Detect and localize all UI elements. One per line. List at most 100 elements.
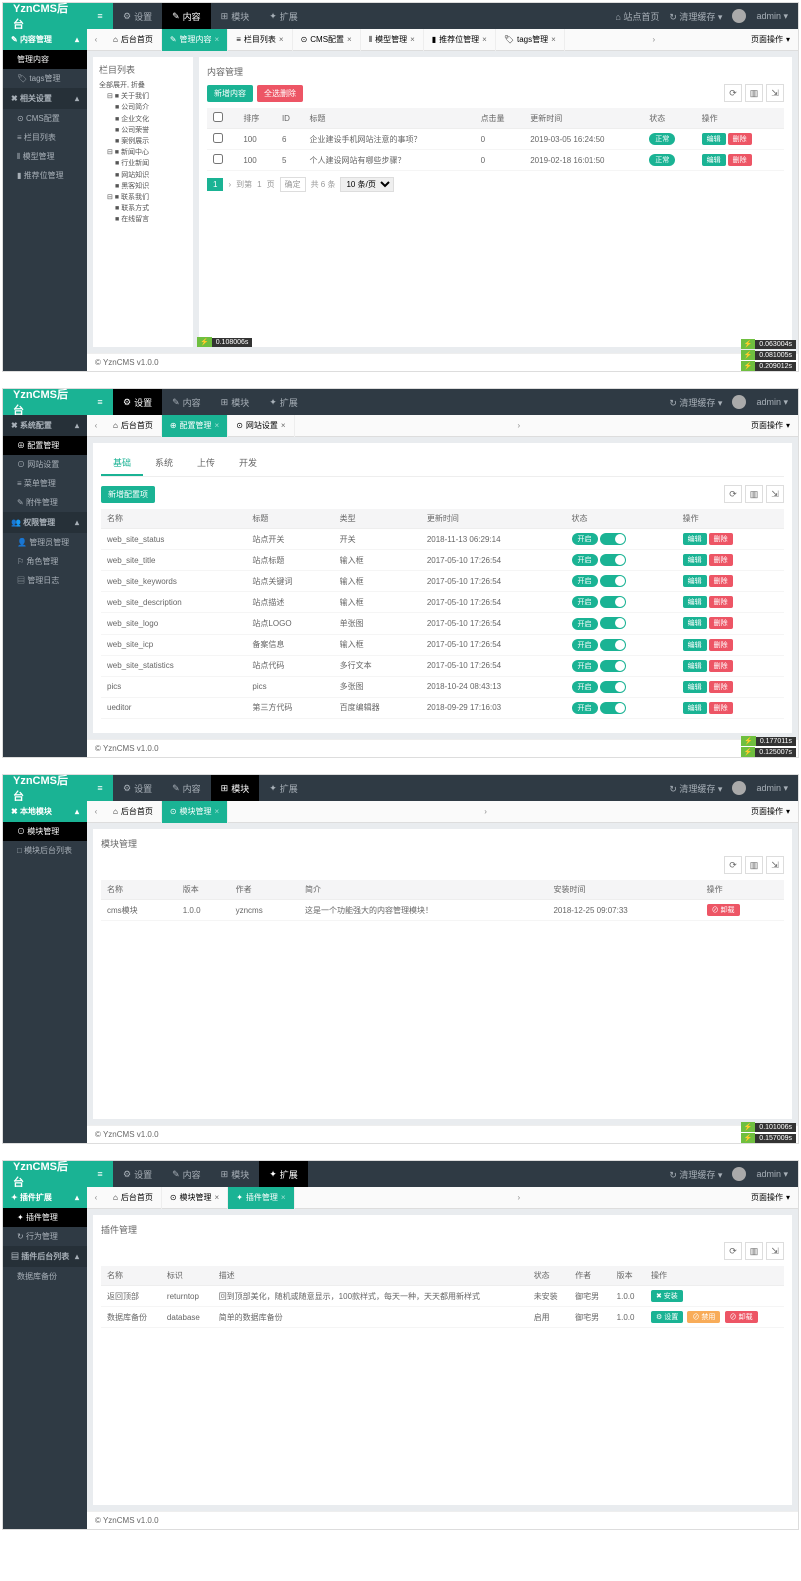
delete-button[interactable]: 删除	[728, 133, 752, 145]
export-icon[interactable]: ⇲	[766, 856, 784, 874]
setting-button[interactable]: ⚙ 设置	[651, 1311, 683, 1323]
nav-module[interactable]: ⊞ 模块	[211, 389, 260, 415]
columns-icon[interactable]: ▥	[745, 84, 763, 102]
pager-ok[interactable]: 确定	[280, 177, 306, 192]
uninstall-button[interactable]: ⊘ 卸载	[725, 1311, 758, 1323]
user-menu[interactable]: admin ▾	[756, 11, 788, 22]
toggle[interactable]	[600, 554, 626, 566]
toggle[interactable]	[600, 533, 626, 545]
delete-button[interactable]: 删除	[709, 702, 733, 714]
refresh-icon[interactable]: ⟳	[724, 1242, 742, 1260]
tab-manage[interactable]: ✎ 管理内容 ×	[162, 29, 228, 51]
export-icon[interactable]: ⇲	[766, 84, 784, 102]
edit-button[interactable]: 编辑	[683, 660, 707, 672]
edit-button[interactable]: 编辑	[683, 533, 707, 545]
clear-cache[interactable]: ↻ 清理缓存 ▾	[669, 10, 722, 23]
delete-button[interactable]: 删除	[709, 533, 733, 545]
tab-next-icon[interactable]: ›	[645, 35, 663, 44]
tree-root[interactable]: 全部展开, 折叠	[99, 80, 187, 91]
status-pill[interactable]: 开启	[572, 533, 598, 545]
status-pill[interactable]: 开启	[572, 596, 598, 608]
columns-icon[interactable]: ▥	[745, 856, 763, 874]
edit-button[interactable]: 编辑	[683, 639, 707, 651]
new-button[interactable]: 新增内容	[207, 85, 253, 102]
edit-button[interactable]: 编辑	[683, 681, 707, 693]
checkbox-all[interactable]	[213, 112, 223, 122]
export-icon[interactable]: ⇲	[766, 485, 784, 503]
avatar[interactable]	[732, 395, 746, 409]
tab-cms[interactable]: ⊙ CMS配置 ×	[293, 29, 361, 51]
tab-models[interactable]: ⫴ 模型管理 ×	[361, 29, 424, 51]
site-home-link[interactable]: ⌂ 站点首页	[615, 10, 659, 23]
toggle[interactable]	[600, 660, 626, 672]
export-icon[interactable]: ⇲	[766, 1242, 784, 1260]
refresh-icon[interactable]: ⟳	[724, 856, 742, 874]
toggle[interactable]	[600, 575, 626, 587]
delete-button[interactable]: 删除	[709, 554, 733, 566]
delete-button[interactable]: 删除	[709, 639, 733, 651]
side-item-cms[interactable]: ⊙ CMS配置	[3, 109, 87, 128]
hamburger-icon[interactable]: ≡	[87, 775, 113, 801]
tab-prev-icon[interactable]: ‹	[87, 35, 105, 44]
status-pill[interactable]: 开启	[572, 660, 598, 672]
edit-button[interactable]: 编辑	[683, 554, 707, 566]
status-pill[interactable]: 开启	[572, 618, 598, 630]
delete-button[interactable]: 删除	[709, 575, 733, 587]
toggle[interactable]	[600, 596, 626, 608]
columns-icon[interactable]: ▥	[745, 1242, 763, 1260]
tab-prev-icon[interactable]: ‹	[87, 421, 105, 430]
subtab-base[interactable]: 基础	[101, 451, 143, 476]
tree-node[interactable]: ⊟ ■ 关于我们	[99, 91, 187, 102]
delete-button[interactable]: 删除	[709, 617, 733, 629]
hamburger-icon[interactable]: ≡	[87, 1161, 113, 1187]
refresh-icon[interactable]: ⟳	[724, 485, 742, 503]
edit-button[interactable]: 编辑	[702, 133, 726, 145]
edit-button[interactable]: 编辑	[683, 702, 707, 714]
nav-setting[interactable]: ⚙ 设置	[113, 389, 162, 415]
tab-rec[interactable]: ▮ 推荐位管理 ×	[424, 29, 496, 51]
hamburger-icon[interactable]: ≡	[87, 389, 113, 415]
toggle[interactable]	[600, 702, 626, 714]
tab-home[interactable]: ⌂ 后台首页	[105, 29, 162, 51]
status-pill[interactable]: 开启	[572, 681, 598, 693]
side-group-auth[interactable]: 👥 权限管理▴	[3, 512, 87, 533]
side-item-models[interactable]: ⫴ 模型管理	[3, 147, 87, 166]
status-pill[interactable]: 开启	[572, 702, 598, 714]
side-group-content[interactable]: ✎ 内容管理▴	[3, 29, 87, 50]
nav-setting[interactable]: ⚙ 设置	[113, 3, 162, 29]
per-page-select[interactable]: 10 条/页	[340, 177, 394, 192]
status-pill[interactable]: 开启	[572, 575, 598, 587]
tab-columns[interactable]: ≡ 栏目列表 ×	[228, 29, 292, 51]
side-config[interactable]: ⊕ 配置管理	[3, 436, 87, 455]
delete-button[interactable]: 删除	[709, 660, 733, 672]
install-button[interactable]: ✖ 安装	[651, 1290, 683, 1302]
edit-button[interactable]: 编辑	[683, 596, 707, 608]
delete-button[interactable]: 删除	[709, 681, 733, 693]
clear-cache[interactable]: ↻ 清理缓存 ▾	[669, 396, 722, 409]
nav-ext[interactable]: ✦ 扩展	[259, 3, 308, 29]
side-group-local[interactable]: ✖ 本地模块▴	[3, 801, 87, 822]
close-icon[interactable]: ×	[215, 35, 220, 44]
new-config-button[interactable]: 新增配置项	[101, 486, 155, 503]
nav-content[interactable]: ✎ 内容	[162, 389, 211, 415]
uninstall-button[interactable]: ⊘ 卸载	[707, 904, 740, 916]
status-pill[interactable]: 开启	[572, 639, 598, 651]
tab-tags[interactable]: 🏷 tags管理 ×	[496, 29, 565, 51]
user-menu[interactable]: admin ▾	[756, 397, 788, 408]
toggle[interactable]	[600, 639, 626, 651]
side-item-tags[interactable]: 🏷 tags管理	[3, 69, 87, 88]
refresh-icon[interactable]: ⟳	[724, 84, 742, 102]
side-item-columns[interactable]: ≡ 栏目列表	[3, 128, 87, 147]
side-group-sys[interactable]: ✖ 系统配置▴	[3, 415, 87, 436]
page-ops[interactable]: 页面操作 ▾	[743, 34, 798, 45]
status-badge[interactable]: 正常	[649, 133, 675, 145]
status-pill[interactable]: 开启	[572, 554, 598, 566]
tab-next-icon[interactable]: ›	[510, 421, 528, 430]
side-item-recommend[interactable]: ▮ 推荐位管理	[3, 166, 87, 185]
side-group-settings[interactable]: ✖ 相关设置▴	[3, 88, 87, 109]
side-group-plugin[interactable]: ✦ 插件扩展▴	[3, 1187, 87, 1208]
delete-all-button[interactable]: 全选删除	[257, 85, 303, 102]
page-1[interactable]: 1	[207, 178, 223, 191]
nav-content[interactable]: ✎ 内容	[162, 3, 211, 29]
hamburger-icon[interactable]: ≡	[87, 3, 113, 29]
